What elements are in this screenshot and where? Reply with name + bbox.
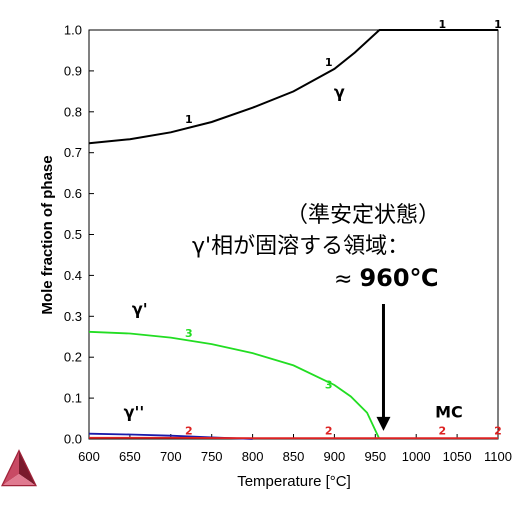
y-tick-label: 0.2 bbox=[64, 350, 82, 365]
x-tick-label: 850 bbox=[283, 449, 305, 464]
arrow-head bbox=[376, 416, 391, 431]
series-line bbox=[88, 29, 498, 145]
y-tick-label: 0.7 bbox=[64, 145, 82, 160]
series-marker: 1 bbox=[439, 18, 447, 31]
phase-label: MC bbox=[435, 402, 463, 421]
series-marker: 2 bbox=[494, 425, 502, 438]
y-tick-label: 0.1 bbox=[64, 391, 82, 406]
x-tick-label: 1000 bbox=[402, 449, 431, 464]
phase-label: γ bbox=[334, 82, 345, 101]
series-marker: 3 bbox=[185, 327, 193, 340]
annotation-line-2: γ'相が固溶する領域： bbox=[192, 234, 409, 259]
thermo-calc-logo bbox=[1, 449, 37, 487]
x-tick-label: 600 bbox=[78, 449, 100, 464]
temperature-value: 960℃ bbox=[359, 264, 438, 292]
x-tick-label: 700 bbox=[160, 449, 182, 464]
y-tick-label: 1.0 bbox=[64, 23, 82, 38]
approx-symbol: ≈ bbox=[334, 267, 359, 292]
y-tick-label: 0.3 bbox=[64, 309, 82, 324]
y-tick-label: 0.8 bbox=[64, 104, 82, 119]
phase-label: γ' bbox=[132, 299, 148, 318]
y-tick-label: 0.6 bbox=[64, 186, 82, 201]
x-tick-label: 750 bbox=[201, 449, 223, 464]
series-marker: 1 bbox=[185, 113, 193, 126]
annotation-line-1: （準安定状態） bbox=[286, 203, 440, 228]
series-marker: 1 bbox=[494, 18, 502, 31]
series-marker: 2 bbox=[325, 425, 333, 438]
x-tick-label: 800 bbox=[242, 449, 264, 464]
series-marker: 2 bbox=[439, 425, 447, 438]
series-marker: 2 bbox=[185, 425, 193, 438]
y-tick-label: 0.5 bbox=[64, 227, 82, 242]
y-tick-label: 0.0 bbox=[64, 432, 82, 447]
x-tick-label: 1050 bbox=[443, 449, 472, 464]
series-marker: 3 bbox=[325, 379, 333, 392]
phase-label: γ'' bbox=[124, 402, 145, 421]
y-tick-label: 0.4 bbox=[64, 268, 82, 283]
x-tick-label: 1100 bbox=[484, 449, 512, 464]
x-tick-label: 900 bbox=[324, 449, 346, 464]
x-axis-label: Temperature [°C] bbox=[237, 473, 351, 490]
x-tick-label: 950 bbox=[364, 449, 386, 464]
series-marker: 1 bbox=[325, 56, 333, 69]
y-axis-label: Mole fraction of phase bbox=[39, 155, 56, 314]
annotation-block: （準安定状態） γ'相が固溶する領域： ≈ 960℃ bbox=[192, 203, 440, 431]
y-tick-label: 0.9 bbox=[64, 63, 82, 78]
series-line bbox=[88, 330, 381, 440]
annotation-line-3: ≈ 960℃ bbox=[334, 264, 439, 292]
x-tick-label: 650 bbox=[119, 449, 141, 464]
